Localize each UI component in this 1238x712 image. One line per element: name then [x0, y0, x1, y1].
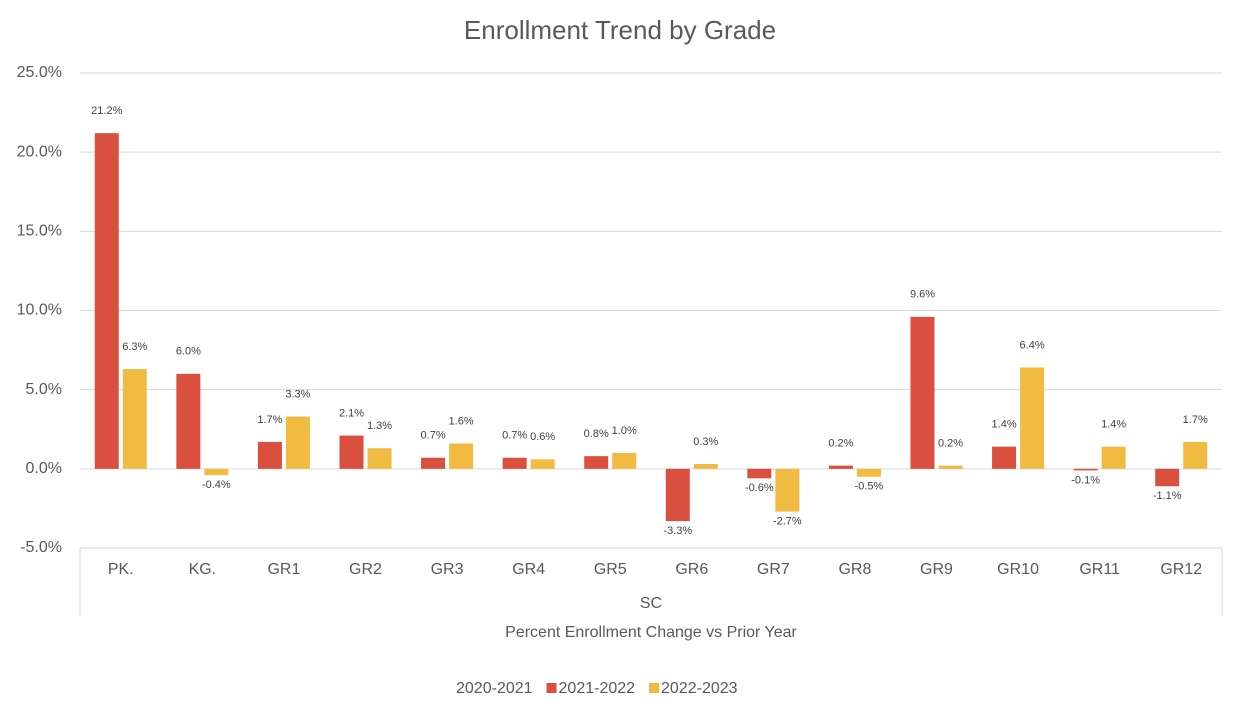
legend-label: 2020-2021: [456, 680, 533, 697]
x-tick-label: GR1: [267, 561, 300, 578]
data-label: 0.6%: [530, 431, 555, 443]
bar: [94, 133, 119, 469]
bar: [856, 468, 881, 477]
legend-label: 2022-2023: [661, 680, 738, 697]
data-label: 0.7%: [421, 430, 446, 442]
data-label: 0.2%: [828, 438, 853, 450]
bar: [367, 448, 392, 469]
legend-label: 2021-2022: [559, 680, 636, 697]
bar: [828, 465, 853, 469]
bar: [665, 468, 690, 522]
x-tick-label: GR6: [675, 561, 708, 578]
bar: [1020, 367, 1045, 469]
x-axis-title: Percent Enrollment Change vs Prior Year: [505, 624, 797, 641]
bar: [339, 435, 364, 469]
y-tick-label: 0.0%: [26, 460, 62, 477]
legend-swatch: [546, 683, 557, 693]
x-tick-label: GR9: [920, 561, 953, 578]
x-tick-label: GR4: [512, 561, 545, 578]
bar: [122, 369, 147, 469]
data-label: 1.4%: [1101, 419, 1126, 431]
y-tick-label: 15.0%: [17, 223, 62, 240]
x-tick-label: GR10: [997, 561, 1039, 578]
data-label: 0.2%: [938, 438, 963, 450]
bar: [176, 373, 201, 469]
bar: [775, 468, 800, 512]
x-tick-label: PK.: [108, 561, 134, 578]
bar: [747, 468, 772, 479]
data-label: 6.4%: [1020, 339, 1045, 351]
data-label: 0.3%: [693, 436, 718, 448]
data-label: -0.4%: [202, 479, 231, 491]
data-label: 1.4%: [992, 419, 1017, 431]
bar: [1183, 441, 1208, 469]
x-tick-label: GR8: [838, 561, 871, 578]
y-tick-label: 10.0%: [17, 302, 62, 319]
x-tick-label: KG.: [189, 561, 217, 578]
x-tick-label: GR3: [431, 561, 464, 578]
data-label: 9.6%: [910, 289, 935, 301]
data-label: -3.3%: [663, 525, 692, 537]
x-tick-label: GR5: [594, 561, 627, 578]
bar: [530, 459, 555, 469]
x-tick-label: GR2: [349, 561, 382, 578]
y-tick-label: 20.0%: [17, 143, 62, 160]
data-label: 1.3%: [367, 420, 392, 432]
data-label: -0.5%: [855, 481, 884, 493]
bar: [1101, 446, 1126, 469]
data-label: 0.7%: [502, 430, 527, 442]
bar: [502, 457, 527, 469]
bar: [612, 453, 637, 469]
data-label: -1.1%: [1153, 490, 1182, 502]
legend-swatch: [649, 683, 660, 693]
bar: [938, 465, 963, 469]
bar: [584, 456, 609, 469]
bar: [910, 316, 935, 469]
bar: [421, 457, 446, 469]
data-label: 6.3%: [122, 341, 147, 353]
data-label: 1.7%: [257, 414, 282, 426]
bar: [449, 443, 474, 469]
bar: [1073, 468, 1098, 471]
x-tick-label: GR12: [1160, 561, 1202, 578]
bar: [257, 441, 282, 469]
x-tick-label: GR11: [1079, 561, 1120, 578]
data-label: 1.7%: [1183, 414, 1208, 426]
x-tick-label: GR7: [757, 561, 790, 578]
y-tick-label: -5.0%: [20, 539, 62, 556]
bar: [204, 468, 229, 476]
data-label: 1.0%: [612, 425, 637, 437]
data-label: -0.6%: [745, 482, 774, 494]
data-label: 2.1%: [339, 407, 364, 419]
data-label: 21.2%: [91, 105, 122, 117]
chart-title: Enrollment Trend by Grade: [464, 15, 776, 45]
data-label: 1.6%: [449, 415, 474, 427]
bar: [992, 446, 1017, 469]
bar: [1155, 468, 1180, 487]
data-label: 0.8%: [584, 428, 609, 440]
x-group-label: SC: [640, 595, 662, 612]
data-label: -2.7%: [773, 515, 802, 527]
data-label: 6.0%: [176, 346, 201, 358]
y-tick-label: 25.0%: [17, 64, 62, 81]
y-tick-label: 5.0%: [26, 381, 62, 398]
data-label: -0.1%: [1071, 474, 1100, 486]
bar: [693, 464, 718, 469]
bar: [285, 416, 310, 469]
data-label: 3.3%: [285, 388, 310, 400]
